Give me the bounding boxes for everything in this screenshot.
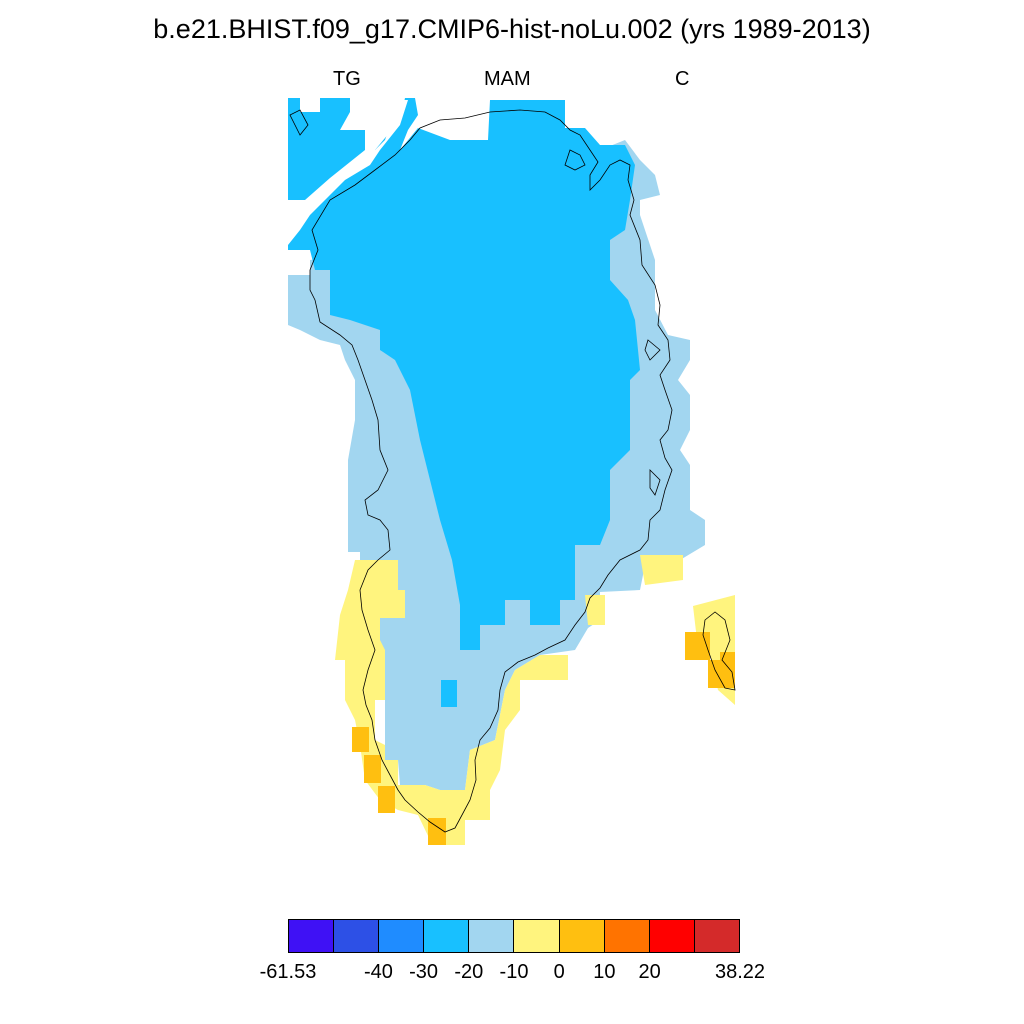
colorbar [288, 919, 740, 953]
colorbar-box [424, 920, 470, 952]
cell-region-yellow-east [640, 555, 683, 585]
colorbar-box [514, 920, 560, 952]
figure-title: b.e21.BHIST.f09_g17.CMIP6-hist-noLu.002 … [153, 14, 871, 44]
colorbar-box [649, 920, 695, 952]
units-label: C [675, 68, 690, 90]
cell-orange-1 [352, 727, 369, 752]
colorbar-box [694, 920, 739, 952]
colorbar-tick-label: 38.22 [714, 961, 766, 983]
temperature-field [288, 98, 735, 845]
colorbar-tick-label: -30 [409, 961, 439, 983]
colorbar-box [469, 920, 515, 952]
colorbar-tick-label: -61.53 [259, 961, 317, 983]
colorbar-box [334, 920, 380, 952]
coastline [289, 109, 736, 833]
cell-orange-4 [428, 818, 446, 845]
variable-label: TG [333, 68, 361, 90]
cell-orange-3 [378, 786, 395, 813]
colorbar-tick-label: 0 [553, 961, 565, 983]
colorbar-tick-label: 10 [593, 961, 616, 983]
cell-region-yellow-south-1 [585, 595, 605, 625]
season-label: MAM [484, 68, 531, 90]
colorbar-tick-label: -10 [499, 961, 529, 983]
colorbar-box [379, 920, 425, 952]
cell-region-cyan [288, 98, 640, 650]
cell-region-yellow-west [335, 560, 568, 845]
cell-cyan-small [441, 680, 457, 707]
colorbar-tick-label: -20 [454, 961, 484, 983]
ocean-gap [288, 100, 408, 245]
colorbar-box [289, 920, 335, 952]
colorbar-tick-label: 20 [638, 961, 661, 983]
cell-orange-5 [685, 632, 710, 660]
colorbar-box [604, 920, 650, 952]
colorbar-tick-label: -40 [363, 961, 393, 983]
cell-orange-2 [364, 755, 381, 783]
colorbar-box [559, 920, 605, 952]
